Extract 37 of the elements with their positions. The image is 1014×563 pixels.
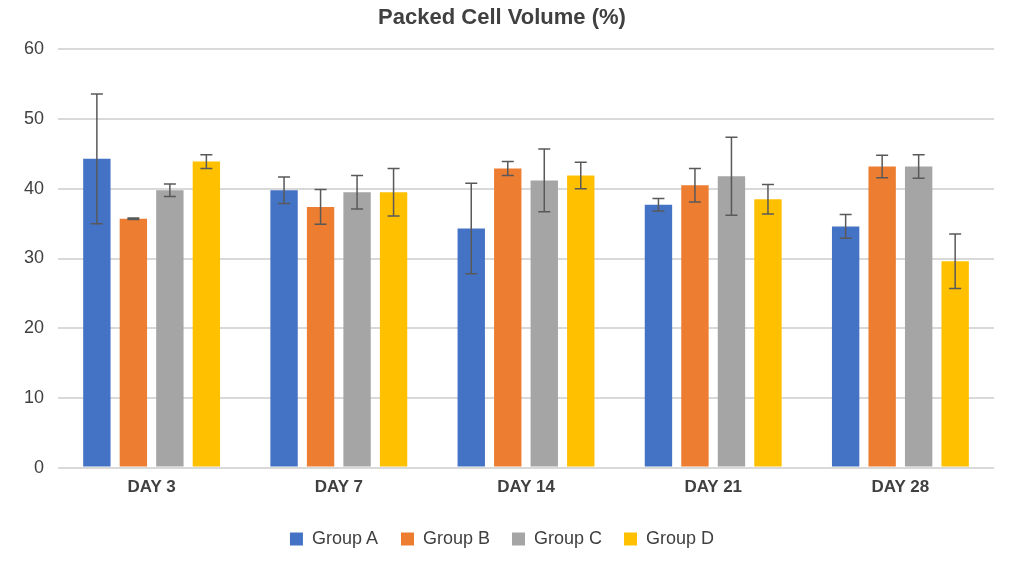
- bar: [379, 192, 408, 467]
- bar: [644, 204, 673, 467]
- x-tick-label: DAY 28: [871, 477, 930, 497]
- bar: [83, 158, 111, 467]
- bar: [868, 166, 896, 467]
- bar: [343, 192, 371, 467]
- bar: [717, 176, 746, 467]
- bar: [119, 218, 148, 467]
- bar: [567, 175, 595, 467]
- bar: [306, 206, 335, 467]
- bar: [941, 261, 969, 467]
- bar: [831, 226, 860, 467]
- y-tick-label: 10: [23, 386, 45, 407]
- bar: [904, 166, 933, 467]
- bar: [494, 168, 522, 467]
- y-tick-label: 40: [23, 177, 45, 198]
- bar: [192, 161, 221, 467]
- legend-label: Group A: [311, 527, 378, 548]
- legend-label: Group D: [646, 527, 715, 548]
- x-tick-label: DAY 7: [314, 477, 363, 497]
- bar: [270, 190, 298, 467]
- chart-title: Packed Cell Volume (%): [378, 4, 626, 30]
- bar: [457, 228, 485, 467]
- bar: [530, 180, 558, 467]
- y-tick-label: 60: [23, 38, 45, 59]
- x-tick-label: DAY 3: [127, 477, 176, 497]
- bar: [754, 199, 782, 467]
- y-tick-label: 50: [23, 108, 45, 129]
- x-tick-label: DAY 21: [684, 477, 743, 497]
- legend-label: Group B: [422, 527, 491, 548]
- x-tick-label: DAY 14: [497, 477, 556, 497]
- legend-label: Group C: [534, 527, 603, 548]
- y-tick-label: 20: [23, 317, 45, 338]
- bar: [156, 190, 184, 467]
- bar: [681, 185, 709, 467]
- y-tick-label: 0: [34, 456, 45, 477]
- y-tick-label: 30: [23, 247, 45, 268]
